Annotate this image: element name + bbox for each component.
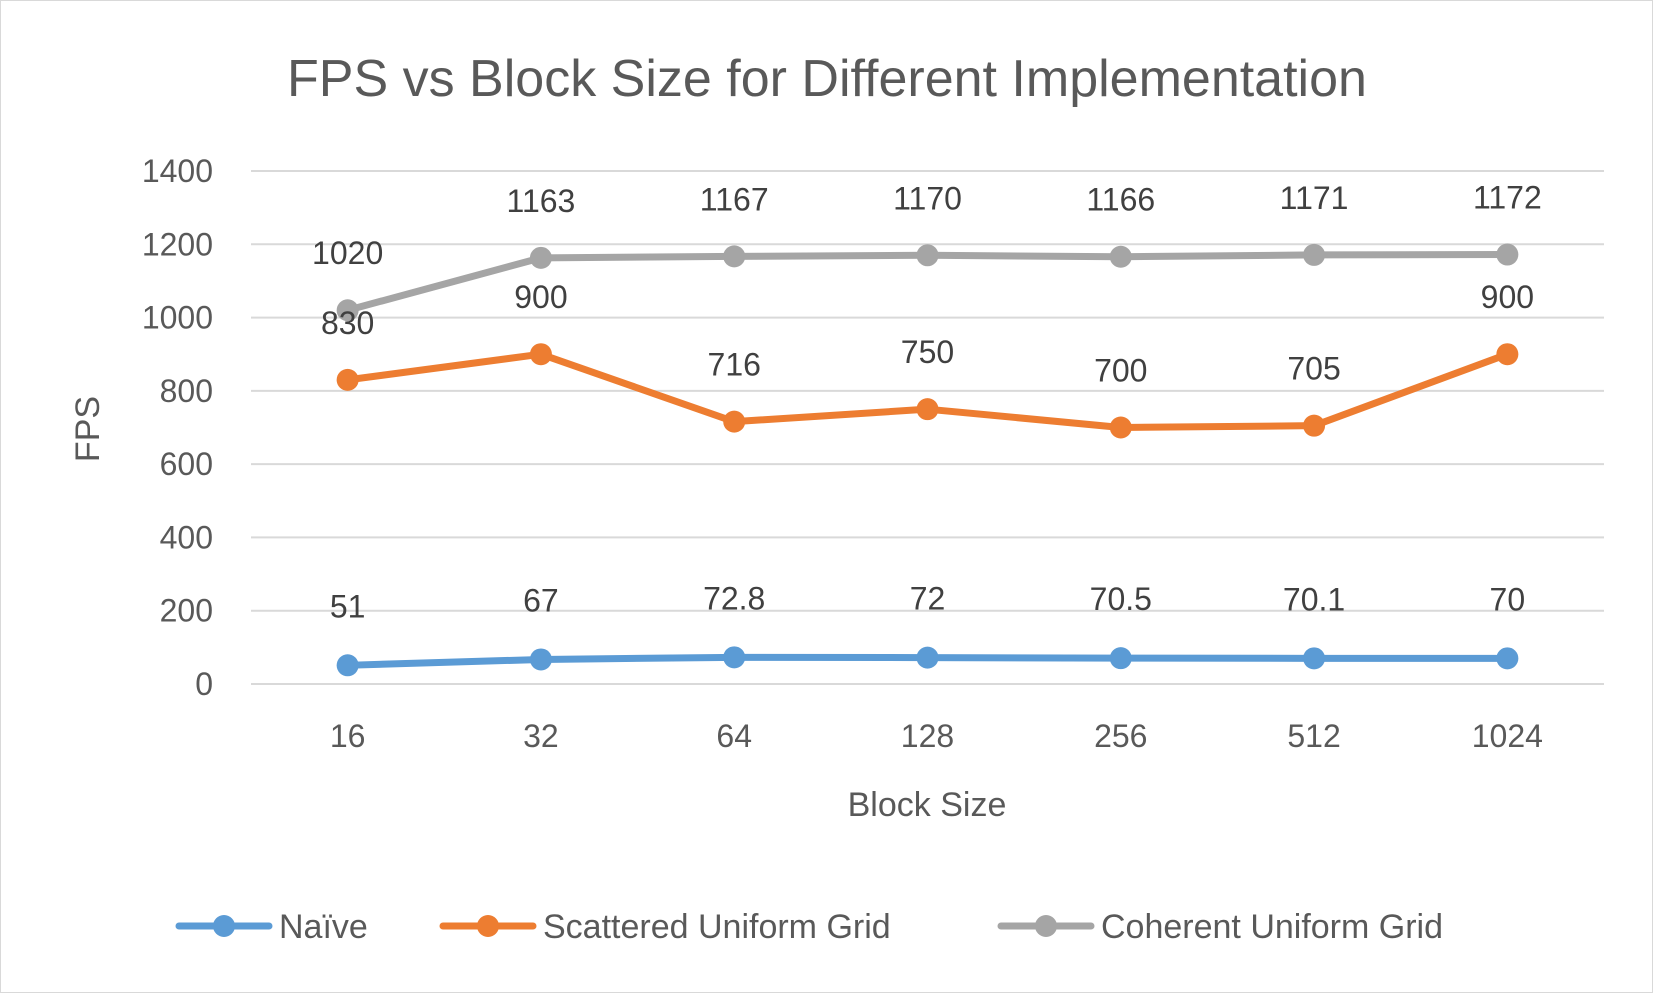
legend-label: Coherent Uniform Grid bbox=[1101, 908, 1443, 946]
data-point bbox=[916, 244, 939, 267]
x-tick-label: 128 bbox=[901, 718, 954, 754]
x-tick-label: 64 bbox=[716, 718, 752, 754]
x-tick-label: 1024 bbox=[1472, 718, 1543, 754]
data-point bbox=[1109, 245, 1132, 268]
data-point bbox=[336, 368, 359, 391]
data-label: 1163 bbox=[507, 183, 576, 219]
y-tick-label: 600 bbox=[160, 446, 213, 482]
data-label: 1170 bbox=[893, 180, 962, 216]
data-label: 1171 bbox=[1280, 180, 1349, 216]
data-point bbox=[336, 654, 359, 677]
y-tick-label: 400 bbox=[160, 519, 213, 555]
x-tick-label: 32 bbox=[523, 718, 559, 754]
y-tick-label: 0 bbox=[195, 666, 213, 702]
data-point bbox=[723, 245, 746, 268]
data-label: 716 bbox=[708, 347, 761, 383]
y-tick-label: 800 bbox=[160, 373, 213, 409]
legend-marker bbox=[477, 915, 499, 937]
data-point bbox=[723, 646, 746, 669]
x-axis-ticks: 16 32 64 128 256 512 1024 bbox=[330, 718, 1543, 754]
data-point bbox=[1109, 647, 1132, 670]
x-axis-title: Block Size bbox=[848, 786, 1007, 824]
series-layer bbox=[336, 243, 1519, 677]
data-label: 72 bbox=[910, 581, 946, 617]
data-point bbox=[1303, 243, 1326, 266]
data-point bbox=[1496, 243, 1519, 266]
data-label: 1172 bbox=[1473, 180, 1542, 216]
series-na-ve bbox=[336, 646, 1519, 677]
data-label: 1166 bbox=[1086, 182, 1155, 218]
data-point bbox=[1496, 343, 1519, 366]
legend-label: Scattered Uniform Grid bbox=[543, 908, 891, 946]
legend-marker bbox=[1035, 915, 1057, 937]
legend: Naïve Scattered Uniform Grid Coherent Unif… bbox=[175, 908, 1443, 946]
legend-item: Coherent Uniform Grid bbox=[997, 908, 1443, 946]
y-tick-label: 1000 bbox=[142, 300, 213, 336]
x-tick-label: 512 bbox=[1287, 718, 1340, 754]
data-label: 900 bbox=[1481, 279, 1534, 315]
data-label: 67 bbox=[523, 582, 559, 618]
gridlines bbox=[251, 170, 1604, 685]
data-label: 70 bbox=[1490, 581, 1526, 617]
y-axis-ticks: 0 200 400 600 800 1000 1200 1400 bbox=[142, 153, 213, 702]
data-point bbox=[916, 646, 939, 669]
y-tick-label: 1400 bbox=[142, 153, 213, 189]
data-label: 1167 bbox=[700, 181, 769, 217]
chart-title: FPS vs Block Size for Different Implemen… bbox=[287, 50, 1367, 108]
data-point bbox=[1496, 647, 1519, 670]
legend-marker bbox=[213, 915, 235, 937]
data-point bbox=[336, 299, 359, 322]
x-tick-label: 256 bbox=[1094, 718, 1147, 754]
data-label: 72.8 bbox=[703, 580, 765, 616]
data-label: 700 bbox=[1094, 353, 1147, 389]
series-scattered-uniform-grid bbox=[336, 343, 1519, 439]
y-axis-title: FPS bbox=[69, 396, 107, 462]
y-tick-label: 200 bbox=[160, 593, 213, 629]
y-tick-label: 1200 bbox=[142, 226, 213, 262]
legend-item: Scattered Uniform Grid bbox=[439, 908, 891, 946]
data-point bbox=[529, 343, 552, 366]
data-point bbox=[916, 398, 939, 421]
x-tick-label: 16 bbox=[330, 718, 366, 754]
series-coherent-uniform-grid bbox=[336, 243, 1519, 322]
legend-label: Naïve bbox=[279, 908, 368, 946]
data-label: 51 bbox=[330, 588, 366, 624]
data-label: 705 bbox=[1287, 351, 1340, 387]
data-label: 900 bbox=[514, 279, 567, 315]
data-point bbox=[529, 246, 552, 269]
data-label: 1020 bbox=[312, 235, 383, 271]
data-labels: 51 67 72.8 72 70.5 70.1 70 830 900 716 750 700 705 90… bbox=[312, 180, 1542, 625]
data-label: 750 bbox=[901, 334, 954, 370]
data-point bbox=[1303, 647, 1326, 670]
data-point bbox=[529, 648, 552, 671]
data-point bbox=[1109, 416, 1132, 439]
data-label: 70.5 bbox=[1090, 581, 1152, 617]
data-label: 70.1 bbox=[1283, 581, 1345, 617]
data-label: 830 bbox=[321, 305, 374, 341]
legend-item: Naïve bbox=[175, 908, 368, 946]
data-point bbox=[723, 410, 746, 433]
data-point bbox=[1303, 414, 1326, 437]
